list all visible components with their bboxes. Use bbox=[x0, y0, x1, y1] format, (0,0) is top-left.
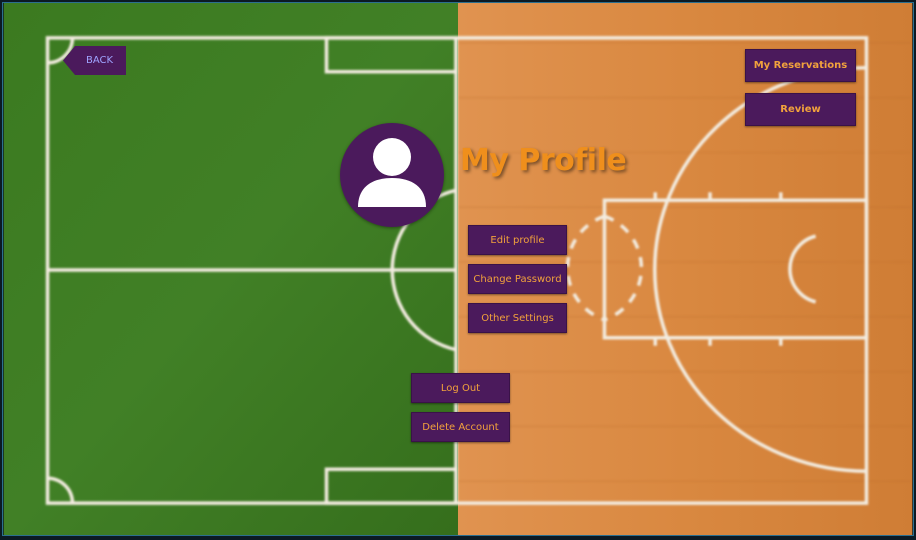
edit-profile-label: Edit profile bbox=[490, 234, 545, 246]
change-password-label: Change Password bbox=[473, 273, 562, 285]
back-button[interactable]: BACK bbox=[63, 46, 126, 75]
delete-account-button[interactable]: Delete Account bbox=[411, 412, 510, 442]
court-background bbox=[3, 3, 913, 535]
my-reservations-button[interactable]: My Reservations bbox=[745, 49, 856, 82]
logout-label: Log Out bbox=[440, 382, 481, 394]
back-label: BACK bbox=[85, 55, 114, 66]
page-title: My Profile bbox=[460, 143, 627, 178]
other-settings-label: Other Settings bbox=[481, 312, 554, 324]
change-password-button[interactable]: Change Password bbox=[468, 264, 567, 294]
my-reservations-label: My Reservations bbox=[753, 60, 848, 71]
other-settings-button[interactable]: Other Settings bbox=[468, 303, 567, 333]
user-icon bbox=[358, 138, 426, 207]
avatar bbox=[340, 123, 444, 227]
logout-button[interactable]: Log Out bbox=[411, 373, 510, 403]
review-label: Review bbox=[780, 104, 821, 115]
edit-profile-button[interactable]: Edit profile bbox=[468, 225, 567, 255]
review-button[interactable]: Review bbox=[745, 93, 856, 126]
delete-account-label: Delete Account bbox=[422, 421, 499, 433]
